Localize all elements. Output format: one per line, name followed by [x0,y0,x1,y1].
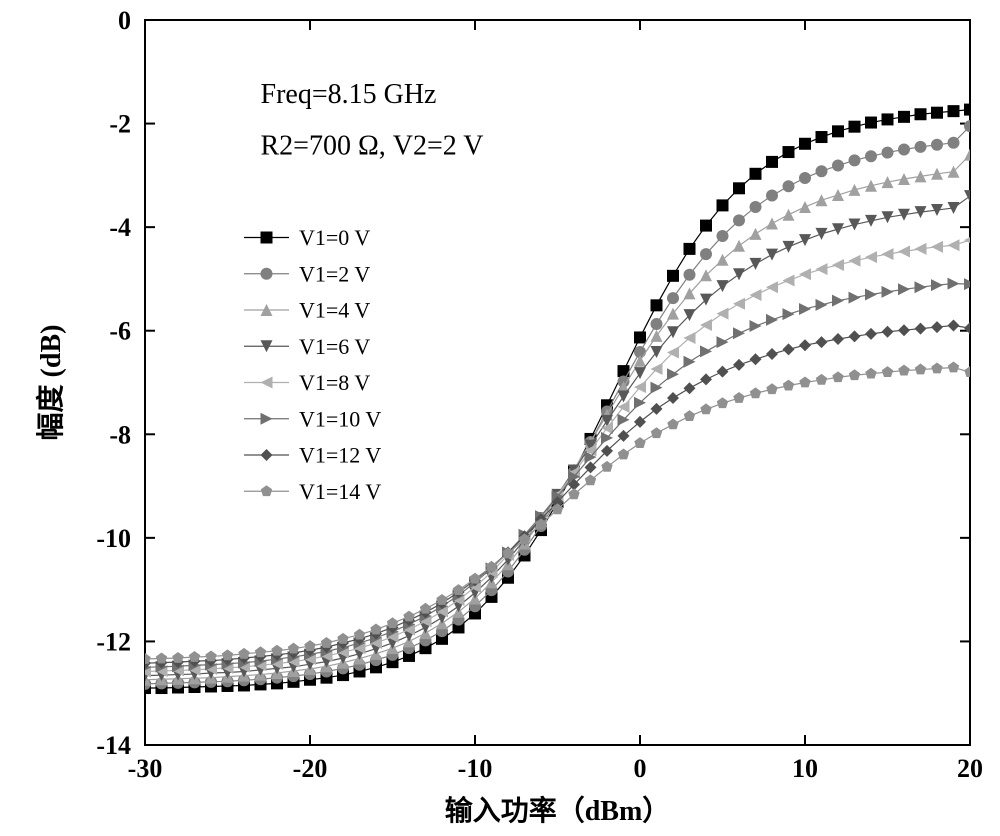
y-tick-label: -8 [109,420,131,449]
x-tick-label: 0 [634,754,647,783]
legend-label: V1=0 V [299,225,370,250]
legend-label: V1=4 V [299,298,370,323]
y-tick-label: -14 [96,731,131,760]
x-tick-label: 10 [792,754,818,783]
chart-annotation: R2=700 Ω, V2=2 V [261,131,484,162]
y-tick-label: -4 [109,213,131,242]
series-line [145,126,970,684]
y-tick-label: -6 [109,317,131,346]
y-tick-label: -10 [96,524,131,553]
series-line [145,110,970,688]
x-tick-label: -20 [293,754,328,783]
y-tick-label: -12 [96,627,131,656]
legend-label: V1=2 V [299,261,370,286]
y-tick-label: 0 [118,6,131,35]
x-tick-label: -10 [458,754,493,783]
legend-label: V1=8 V [299,370,370,395]
x-tick-label: 20 [957,754,983,783]
legend-label: V1=12 V [299,443,381,468]
x-axis-label: 输入功率（dBm） [445,794,671,827]
y-tick-label: -2 [109,110,131,139]
y-axis-label: 幅度 (dB) [35,325,67,441]
legend-label: V1=14 V [299,479,381,504]
chart-annotation: Freq=8.15 GHz [261,79,437,110]
legend-label: V1=6 V [299,334,370,359]
chart-container: -30-20-1001020-14-12-10-8-6-4-20输入功率（dBm… [0,0,1000,836]
x-tick-label: -30 [128,754,163,783]
plot-area [139,104,976,694]
chart-svg: -30-20-1001020-14-12-10-8-6-4-20输入功率（dBm… [0,0,1000,836]
series-line [145,196,970,676]
legend-label: V1=10 V [299,406,381,431]
